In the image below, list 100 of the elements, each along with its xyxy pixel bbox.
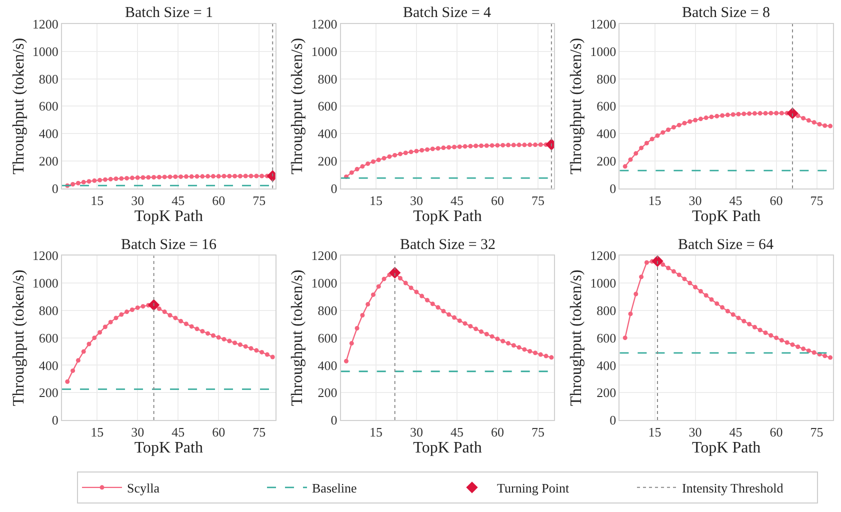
point bbox=[424, 298, 430, 302]
x-axis-title: TopK Path bbox=[692, 440, 761, 457]
point bbox=[254, 348, 259, 353]
point bbox=[452, 315, 457, 320]
point bbox=[806, 348, 811, 353]
y-tick-label: 1200 bbox=[590, 16, 616, 32]
point bbox=[98, 178, 102, 182]
point bbox=[528, 349, 532, 354]
x-axis-title: TopK Path bbox=[692, 208, 761, 225]
point bbox=[420, 148, 424, 153]
point bbox=[639, 274, 644, 280]
point bbox=[200, 174, 205, 179]
point bbox=[693, 284, 698, 290]
point bbox=[248, 346, 254, 351]
point bbox=[468, 144, 473, 148]
point bbox=[763, 330, 768, 336]
y-tick-label: 1200 bbox=[311, 16, 338, 32]
point bbox=[634, 292, 638, 296]
point bbox=[430, 302, 435, 306]
y-axis-title: Throughput (token/s) bbox=[10, 38, 28, 174]
point bbox=[108, 176, 113, 182]
point bbox=[622, 164, 628, 169]
x-tick-label: 75 bbox=[531, 424, 544, 440]
point bbox=[774, 336, 779, 340]
point bbox=[682, 276, 687, 282]
y-tick-label: 200 bbox=[38, 385, 58, 400]
point bbox=[140, 304, 146, 309]
point bbox=[124, 310, 130, 314]
point bbox=[725, 308, 730, 314]
legend-label: Turning Point bbox=[497, 480, 570, 496]
point bbox=[436, 305, 440, 310]
point bbox=[671, 125, 676, 130]
point bbox=[382, 276, 386, 282]
point bbox=[184, 322, 188, 326]
point bbox=[704, 293, 708, 298]
point bbox=[238, 342, 242, 347]
point bbox=[452, 144, 457, 150]
point bbox=[490, 334, 494, 339]
point bbox=[479, 329, 484, 334]
point bbox=[828, 355, 833, 360]
point bbox=[784, 340, 790, 345]
point bbox=[660, 262, 666, 267]
point bbox=[758, 328, 762, 332]
point bbox=[790, 342, 795, 347]
y-tick-label: 800 bbox=[596, 71, 616, 86]
point bbox=[152, 175, 156, 180]
point bbox=[796, 344, 800, 349]
point bbox=[92, 336, 97, 340]
point bbox=[360, 312, 365, 318]
point bbox=[260, 350, 264, 354]
point bbox=[354, 326, 360, 330]
x-tick-label: 75 bbox=[810, 192, 824, 208]
point bbox=[114, 316, 118, 320]
point bbox=[403, 280, 408, 286]
y-tick-label: 800 bbox=[318, 302, 338, 318]
x-tick-label: 60 bbox=[212, 192, 226, 208]
point bbox=[408, 150, 414, 154]
point bbox=[366, 161, 370, 166]
x-tick-label: 45 bbox=[172, 424, 185, 440]
y-tick-label: 1000 bbox=[590, 44, 616, 59]
point bbox=[462, 321, 468, 326]
y-tick-label: 600 bbox=[318, 98, 338, 114]
x-tick-label: 30 bbox=[688, 424, 702, 440]
x-tick-label: 60 bbox=[490, 192, 504, 208]
x-axis-title: TopK Path bbox=[413, 208, 482, 225]
point bbox=[516, 142, 522, 148]
point bbox=[194, 174, 200, 179]
point bbox=[156, 174, 162, 180]
point bbox=[779, 110, 784, 116]
y-tick-label: 1000 bbox=[590, 276, 616, 291]
y-tick-label: 0 bbox=[330, 412, 338, 428]
y-tick-label: 0 bbox=[52, 412, 58, 428]
y-tick-label: 0 bbox=[610, 412, 616, 428]
point bbox=[742, 112, 746, 116]
x-tick-label: 75 bbox=[252, 192, 266, 208]
point bbox=[484, 332, 489, 336]
point bbox=[660, 130, 666, 135]
point bbox=[457, 318, 462, 323]
point bbox=[222, 336, 226, 342]
point bbox=[354, 166, 360, 172]
point bbox=[168, 312, 172, 318]
point bbox=[698, 116, 703, 122]
x-tick-label: 60 bbox=[770, 424, 783, 440]
point bbox=[730, 112, 736, 117]
point bbox=[628, 312, 633, 316]
y-tick-label: 1200 bbox=[311, 248, 338, 264]
point bbox=[81, 180, 86, 184]
y-tick-label: 600 bbox=[318, 330, 338, 346]
point bbox=[479, 144, 484, 148]
y-tick-label: 1200 bbox=[32, 16, 58, 32]
x-tick-label: 75 bbox=[252, 424, 266, 440]
x-tick-label: 45 bbox=[729, 424, 742, 440]
point bbox=[403, 150, 408, 156]
point bbox=[828, 124, 833, 128]
point bbox=[812, 120, 816, 125]
legend-label: Baseline bbox=[312, 480, 357, 496]
point bbox=[786, 107, 798, 120]
point bbox=[533, 350, 538, 356]
point bbox=[238, 174, 242, 178]
point bbox=[70, 182, 76, 186]
